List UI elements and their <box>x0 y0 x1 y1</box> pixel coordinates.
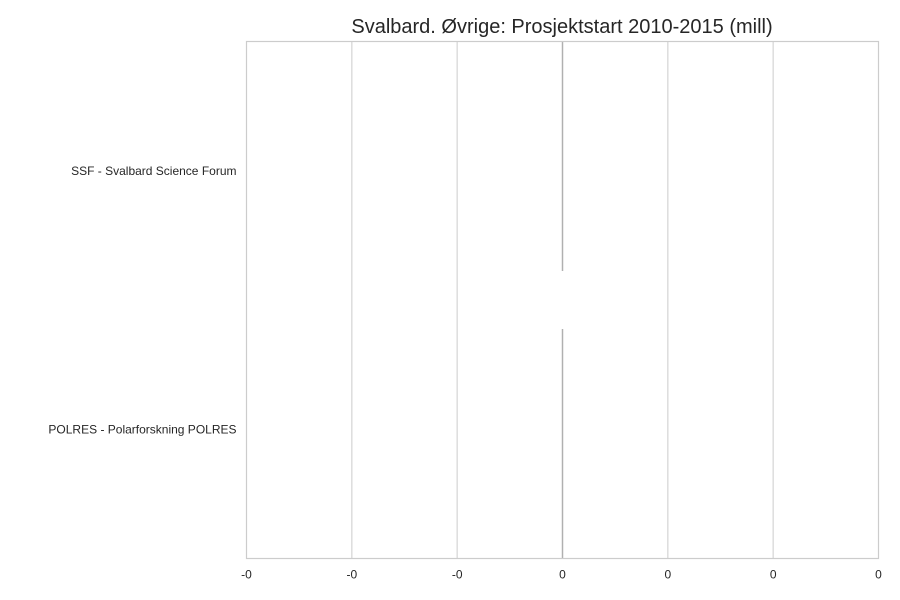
x-tick-label: 0 <box>559 568 566 582</box>
x-tick-label: 0 <box>770 568 777 582</box>
x-tick-label: 0 <box>664 568 671 582</box>
x-axis-ticks: -0 -0 -0 0 0 0 0 <box>241 568 882 582</box>
x-tick-label: -0 <box>346 568 357 582</box>
bars-layer <box>560 271 565 329</box>
chart-title: Svalbard. Øvrige: Prosjektstart 2010-201… <box>351 16 772 38</box>
plot-frame <box>245 40 880 560</box>
x-tick-label: -0 <box>241 568 252 582</box>
y-axis-categories: SSF - Svalbard Science Forum POLRES - Pol… <box>48 164 236 437</box>
category-label: SSF - Svalbard Science Forum <box>71 164 236 178</box>
category-label: POLRES - Polarforskning POLRES <box>48 422 236 436</box>
x-tick-label: -0 <box>452 568 463 582</box>
band-gap <box>560 271 565 329</box>
x-tick-label: 0 <box>875 568 882 582</box>
